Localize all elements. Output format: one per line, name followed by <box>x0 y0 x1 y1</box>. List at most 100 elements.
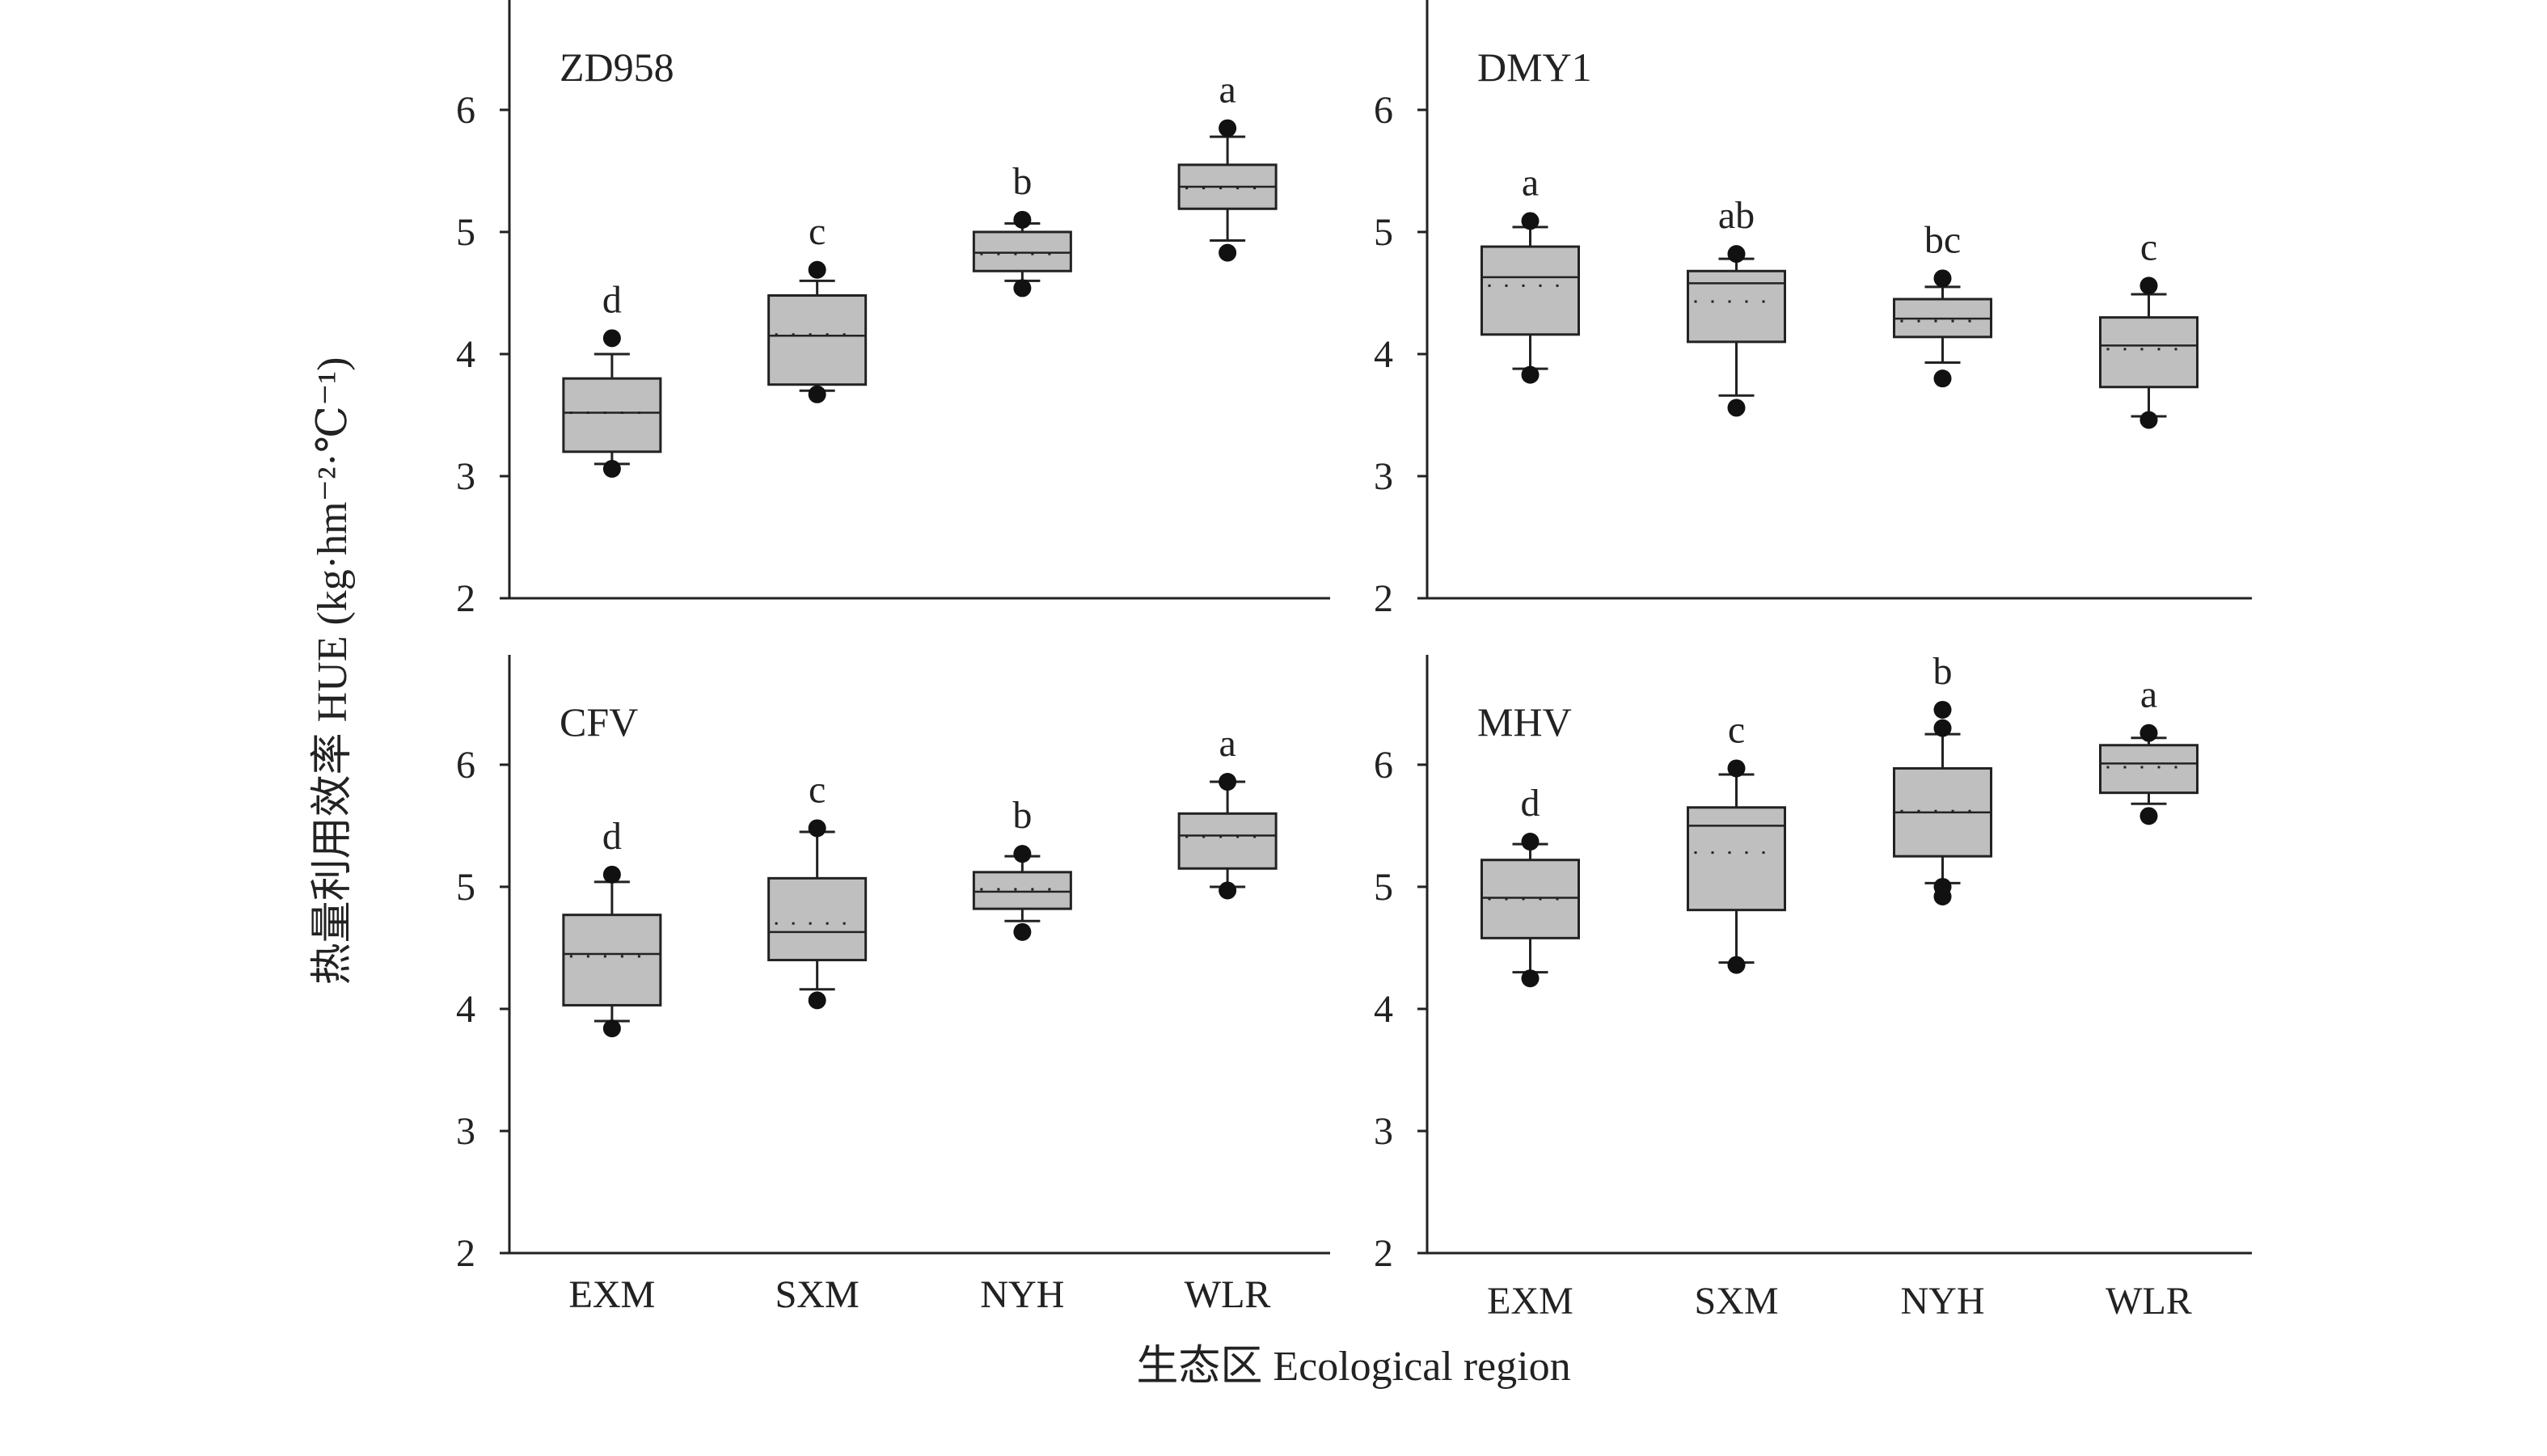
outlier-point <box>1013 922 1032 941</box>
iqr-box <box>972 230 1072 272</box>
outlier-point <box>1727 759 1746 778</box>
x-tick-label: SXM <box>1694 1280 1778 1323</box>
iqr-box <box>2099 744 2199 795</box>
x-tick-label: SXM <box>775 1273 860 1316</box>
significance-letter: d <box>602 815 622 858</box>
significance-letter: c <box>2140 226 2157 268</box>
x-tick-label: WLR <box>2106 1280 2192 1323</box>
significance-letter: d <box>1521 782 1540 825</box>
significance-letter: b <box>1933 650 1953 693</box>
outlier-point <box>808 819 826 838</box>
outlier-point <box>2139 276 2158 295</box>
outlier-point <box>1219 243 1237 262</box>
iqr-box <box>972 871 1072 910</box>
x-tick-label: EXM <box>1487 1280 1573 1323</box>
iqr-box <box>1177 812 1278 870</box>
panel-mhv: 2 3 4 5 6 MHV d EXM c SXM b NYH a WLR <box>1374 650 2252 1323</box>
significance-letter: a <box>2140 673 2157 716</box>
box-nyh: bc <box>1893 218 1992 388</box>
box-nyh: b <box>1893 650 1992 906</box>
x-tick-label: NYH <box>1901 1280 1985 1323</box>
x-tick-label: EXM <box>569 1273 656 1316</box>
outlier-point <box>1727 245 1746 264</box>
y-axis-label: 热量利用效率 HUE (kg·hm⁻²·℃⁻¹) <box>310 357 356 985</box>
iqr-box <box>767 293 868 386</box>
outlier-point <box>1521 969 1540 988</box>
panel-dmy1: 2 3 4 5 6 DMY1 a ab bc c <box>1374 0 2252 620</box>
significance-letter: b <box>1012 794 1032 837</box>
iqr-box <box>767 876 868 962</box>
outlier-point <box>1219 119 1237 137</box>
box-nyh: b <box>972 160 1072 298</box>
significance-letter: b <box>1012 160 1032 203</box>
y-tick-label: 3 <box>456 455 475 498</box>
box-sxm: c <box>767 210 868 403</box>
x-axis-label: 生态区 Ecological region <box>1136 1344 1570 1390</box>
x-tick-label: SXM <box>775 1273 860 1316</box>
y-tick-label: 5 <box>456 866 475 909</box>
outlier-point <box>602 1019 621 1038</box>
panels-container: 23456ZD958dEXMcSXMbNYHaWLR23456DMY1aabbc… <box>456 0 2252 1323</box>
iqr-box <box>1480 245 1580 336</box>
y-tick-label: 2 <box>1374 1232 1393 1275</box>
box-exm: d <box>562 815 662 1038</box>
y-tick-label: 4 <box>1374 988 1393 1031</box>
y-tick-label: 4 <box>456 988 475 1031</box>
panel-zd958: 2 3 4 5 6 ZD958 d EXM c SXM b NYH a WLR <box>456 0 1330 1316</box>
outlier-point <box>1013 279 1032 298</box>
box-nyh: b <box>972 794 1072 941</box>
x-tick-label: WLR <box>1185 1273 1271 1316</box>
significance-letter: bc <box>1924 218 1961 261</box>
y-tick-label: 3 <box>1374 1110 1393 1153</box>
box-wlr: c <box>2099 226 2199 429</box>
outlier-point <box>1521 833 1540 851</box>
y-tick-label: 2 <box>1374 577 1393 620</box>
y-tick-label: 6 <box>456 744 475 787</box>
y-tick-label: 6 <box>1374 744 1393 787</box>
box-exm: a <box>1480 161 1580 384</box>
panel-title: ZD958 <box>560 44 674 90</box>
panel-title: MHV <box>1477 699 1572 745</box>
panel-cfv: 2 3 4 5 6 CFV d EXM c SXM b NYH a WLR <box>456 655 1330 1316</box>
box-wlr: a <box>2099 673 2199 825</box>
outlier-point <box>1013 210 1032 229</box>
outlier-point <box>1521 365 1540 384</box>
iqr-box <box>2099 316 2199 389</box>
panel-title: CFV <box>560 699 638 745</box>
y-tick-label: 2 <box>456 1232 475 1275</box>
outlier-point <box>602 459 621 478</box>
outlier-point <box>1219 881 1237 900</box>
y-tick-label: 2 <box>456 577 475 620</box>
outlier-point <box>602 329 621 348</box>
x-tick-label: EXM <box>569 1273 656 1316</box>
outlier-point <box>808 385 826 403</box>
iqr-box <box>1687 269 1786 344</box>
outlier-point <box>808 991 826 1010</box>
box-sxm: c <box>1687 708 1786 974</box>
outlier-point <box>2139 807 2158 825</box>
outlier-point <box>2139 411 2158 429</box>
outlier-point <box>602 865 621 884</box>
outlier-point <box>1933 269 1952 288</box>
x-tick-label: NYH <box>980 1273 1064 1316</box>
y-tick-label: 4 <box>1374 333 1393 376</box>
iqr-box <box>562 914 662 1007</box>
outlier-point <box>1727 399 1746 417</box>
outlier-point <box>808 260 826 279</box>
outlier-point <box>2139 724 2158 742</box>
y-tick-label: 3 <box>456 1110 475 1153</box>
box-wlr: a <box>1177 69 1278 262</box>
x-tick-label: WLR <box>1185 1273 1271 1316</box>
iqr-box <box>562 377 662 454</box>
outlier-point <box>1013 845 1032 863</box>
y-tick-label: 5 <box>1374 866 1393 909</box>
iqr-box <box>1480 859 1580 939</box>
outlier-point <box>1219 773 1237 791</box>
outlier-point <box>1933 877 1952 896</box>
significance-letter: a <box>1219 69 1235 112</box>
y-tick-label: 6 <box>456 89 475 132</box>
box-sxm: ab <box>1687 194 1786 417</box>
box-sxm: c <box>767 768 868 1010</box>
significance-letter: a <box>1219 722 1235 765</box>
